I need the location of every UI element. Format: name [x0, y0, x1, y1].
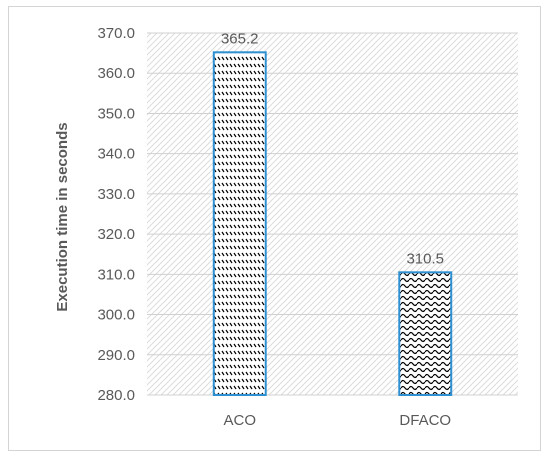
y-tick-label: 330.0	[97, 186, 135, 203]
bar-chart: 280.0 290.0 300.0 310.0 320.0 330.0 340.0 350.0…	[54, 25, 518, 429]
plot-area	[147, 33, 518, 395]
data-labels: 365.2 310.5	[221, 30, 444, 267]
chart-frame: 280.0 290.0 300.0 310.0 320.0 330.0 340.0 350.0…	[8, 6, 541, 451]
y-tick-label: 360.0	[97, 65, 135, 82]
y-tick-labels: 280.0 290.0 300.0 310.0 320.0 330.0 340.0 350.0…	[97, 25, 135, 404]
y-tick-label: 290.0	[97, 347, 135, 364]
bars	[212, 51, 453, 397]
y-tick-label: 280.0	[97, 387, 135, 404]
x-tick-label-aco: ACO	[223, 412, 256, 429]
grid-layer	[147, 32, 518, 396]
y-tick-label: 350.0	[97, 105, 135, 122]
y-axis-label: Execution time in seconds	[54, 122, 71, 311]
bar-aco	[212, 51, 267, 396]
y-tick-label: 340.0	[97, 146, 135, 163]
y-tick-label: 370.0	[97, 25, 135, 42]
data-label-dfaco: 310.5	[406, 250, 444, 267]
y-tick-label: 310.0	[97, 266, 135, 283]
y-tick-label: 320.0	[97, 226, 135, 243]
data-label-aco: 365.2	[221, 30, 259, 47]
bar-dfaco	[398, 271, 453, 397]
x-tick-labels: ACO DFACO	[223, 412, 451, 429]
y-tick-label: 300.0	[97, 307, 135, 324]
x-tick-label-dfaco: DFACO	[399, 412, 451, 429]
